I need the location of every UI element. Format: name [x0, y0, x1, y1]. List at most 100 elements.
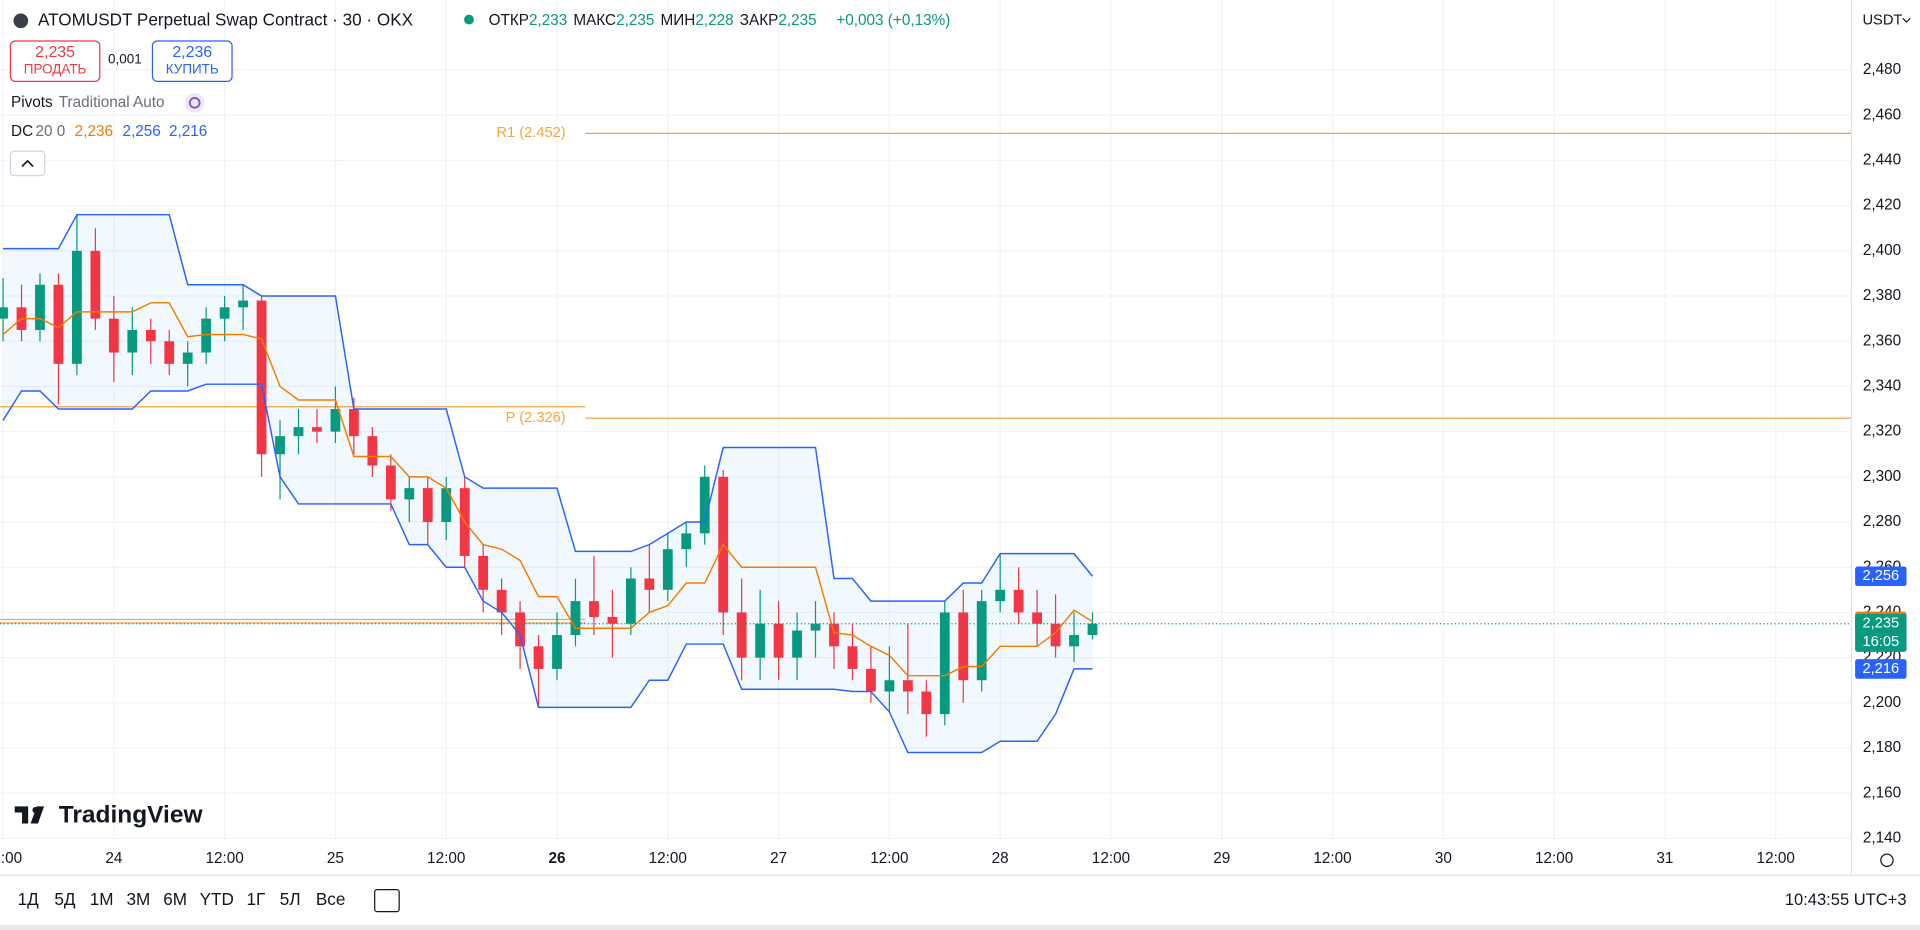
range-button[interactable]: 3М — [126, 889, 150, 909]
symbol-title[interactable]: ATOMUSDT Perpetual Swap Contract · 30 · … — [38, 9, 414, 29]
y-tick-label: 2,440 — [1863, 152, 1901, 169]
candle-body — [404, 488, 415, 500]
x-tick-label: 30 — [1435, 850, 1452, 867]
ohlc-value: 2,228 — [695, 12, 733, 29]
collapse-icon — [21, 159, 34, 168]
sell-button[interactable] — [9, 40, 101, 82]
last-price-box — [1855, 613, 1907, 652]
x-tick-label: 25 — [327, 850, 344, 867]
symbol-icon — [13, 13, 29, 29]
x-tick-label: 12:00 — [1092, 850, 1130, 867]
range-button[interactable]: YTD — [200, 889, 234, 909]
channel-line — [3, 213, 1094, 602]
settings-icon[interactable] — [1880, 853, 1894, 867]
sell-price: 2,235 — [35, 44, 75, 61]
candle-body — [699, 476, 710, 534]
candle-body — [589, 601, 599, 617]
candle-body — [182, 352, 193, 364]
candle-body — [330, 409, 341, 432]
candle-body — [958, 612, 969, 681]
y-tick-label: 2,300 — [1863, 468, 1901, 485]
y-tick-label: 2,400 — [1863, 242, 1901, 259]
candle-body — [367, 436, 378, 466]
x-tick-label: 12:00 — [0, 850, 22, 867]
y-tick-label: 2,280 — [1863, 513, 1901, 530]
y-tick-label: 2,340 — [1863, 377, 1901, 394]
buy-button[interactable] — [151, 40, 233, 82]
ohlc-legend: ОТКР 2,233 МАКС 2,235 МИН 2,228 ЗАКР 2,235 — [489, 12, 817, 29]
candle-body — [0, 307, 8, 319]
y-tick-label: 2,480 — [1863, 61, 1901, 78]
candle-body — [625, 578, 636, 624]
candle-body — [201, 318, 212, 353]
calendar-icon[interactable] — [374, 889, 400, 913]
ohlc-name: ЗАКР — [740, 12, 779, 29]
candle-body — [884, 680, 895, 692]
sell-label: ПРОДАТЬ — [24, 61, 87, 76]
candle-body — [35, 284, 45, 330]
candle-body — [921, 691, 932, 715]
range-button[interactable]: 5Д — [54, 889, 76, 909]
logo-icon — [14, 806, 45, 824]
candle-body — [662, 549, 673, 590]
currency-button[interactable] — [1856, 8, 1913, 34]
candle-body — [552, 635, 562, 669]
channel-line — [2, 302, 1093, 677]
candle-body — [644, 578, 655, 590]
y-tick-label: 2,360 — [1863, 332, 1901, 349]
pivots-args: Traditional Auto — [59, 94, 165, 111]
x-tick-label: 12:00 — [1313, 850, 1351, 867]
dc-name[interactable]: DC — [11, 123, 33, 140]
range-button[interactable]: Все — [316, 889, 346, 909]
range-button[interactable]: 1Г — [247, 889, 266, 909]
candle-body — [755, 623, 766, 658]
x-tick-label: 12:00 — [1535, 850, 1573, 867]
dc-upper: 2,256 — [122, 123, 160, 140]
status-dot — [464, 14, 474, 25]
range-button[interactable]: 1М — [90, 889, 114, 909]
channel-fill — [3, 214, 1093, 753]
x-tick-label: 28 — [992, 850, 1009, 867]
grid — [0, 0, 1852, 841]
candle-body — [681, 533, 692, 550]
y-tick-label: 2,160 — [1863, 784, 1901, 801]
range-button[interactable]: 5Л — [280, 889, 301, 909]
change: +0,003 (+0,13%) — [836, 12, 950, 29]
pivot-label: R1 (2.452) — [496, 125, 565, 141]
buy-label: КУПИТЬ — [166, 61, 219, 76]
candle-body — [736, 612, 747, 658]
pivots-icon-ring — [188, 96, 201, 109]
dc-args: 20 0 — [36, 123, 66, 140]
candle-body — [1087, 623, 1098, 636]
x-tick-label: 24 — [105, 850, 123, 867]
x-tick-label: 12:00 — [870, 850, 908, 867]
candle-body — [348, 409, 359, 437]
x-tick-label: 26 — [548, 850, 565, 867]
pivots-icon[interactable] — [184, 93, 205, 113]
candle-body — [792, 630, 802, 658]
candle-body — [866, 668, 876, 692]
x-tick-label: 29 — [1213, 850, 1230, 867]
collapse-button[interactable] — [9, 150, 46, 177]
y-tick-label: 2,380 — [1863, 287, 1901, 304]
pivots-name[interactable]: Pivots — [11, 94, 53, 111]
candle-body — [72, 250, 82, 364]
candle-body — [995, 589, 1006, 602]
candle-body — [515, 612, 525, 647]
candle-body — [773, 623, 784, 658]
currency-caret — [1902, 17, 1911, 23]
y-tick-label: 2,140 — [1863, 829, 1901, 846]
y-tick-label: 2,200 — [1863, 694, 1901, 711]
spread: 0,001 — [108, 52, 142, 67]
candle-body — [570, 601, 581, 636]
candle-body — [127, 329, 138, 353]
candle-body — [219, 307, 230, 319]
bottom-bar — [0, 925, 1920, 930]
range-button[interactable]: 6М — [163, 889, 187, 909]
price-box-label: 2,216 — [1862, 661, 1899, 677]
range-button[interactable]: 1Д — [18, 889, 40, 909]
x-tick-label: 12:00 — [205, 850, 243, 867]
candle-body — [939, 612, 950, 715]
